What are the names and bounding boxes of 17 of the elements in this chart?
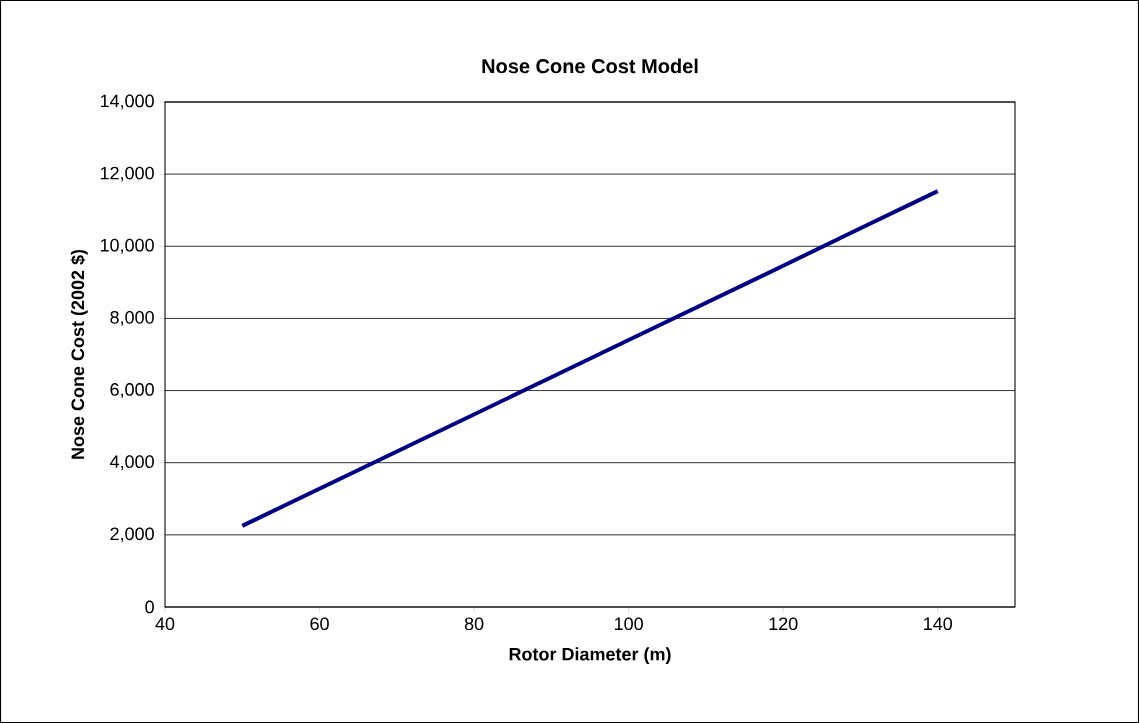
y-axis-title: Nose Cone Cost (2002 $) (70, 249, 88, 459)
y-tick-label: 10,000 (100, 238, 154, 254)
x-tick-label: 100 (615, 617, 643, 631)
x-axis-title: Rotor Diameter (m) (509, 647, 671, 665)
x-tick-label: 140 (924, 617, 953, 631)
y-tick-label: 8,000 (110, 310, 154, 326)
y-tick-label: 0 (145, 600, 154, 614)
y-tick-label: 12,000 (100, 166, 154, 182)
y-tick-label: 4,000 (109, 455, 154, 471)
y-tick-label: 2,000 (110, 527, 154, 543)
chart-title: Nose Cone Cost Model (482, 58, 698, 74)
x-tick-label: 80 (464, 617, 484, 631)
x-tick-label: 40 (155, 617, 175, 631)
x-tick-label: 120 (769, 617, 798, 631)
y-tick-label: 6,000 (110, 383, 154, 398)
y-tick-label: 14,000 (100, 94, 154, 110)
x-tick-label: 60 (310, 617, 329, 631)
